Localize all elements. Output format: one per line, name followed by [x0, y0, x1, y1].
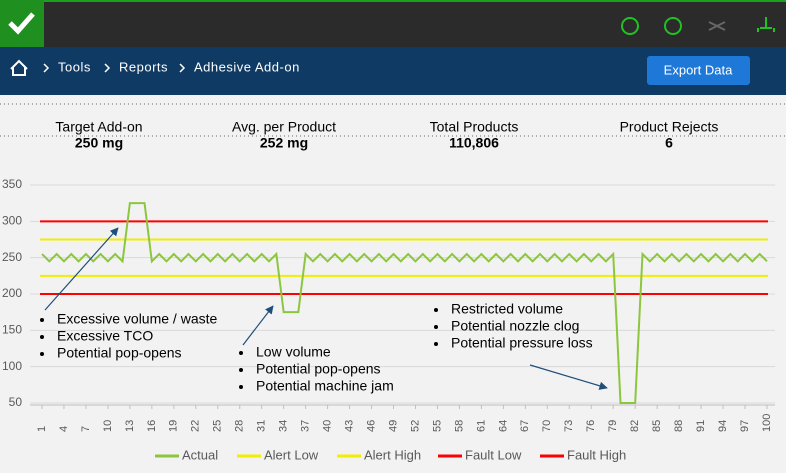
- y-tick-label: 350: [2, 177, 22, 191]
- x-tick-label: 1: [36, 426, 48, 432]
- annotation: Potential pressure loss: [451, 335, 593, 351]
- x-tick-label: 64: [497, 420, 509, 432]
- export-button-label[interactable]: Export Data: [664, 62, 733, 77]
- stat-value: 6: [665, 135, 673, 151]
- x-tick-label: 4: [58, 426, 70, 432]
- x-tick-label: 13: [124, 420, 136, 432]
- export-button[interactable]: [647, 56, 750, 85]
- bullet: [239, 385, 243, 389]
- x-tick-label: 58: [453, 420, 465, 432]
- x-tick-label: 34: [278, 420, 290, 432]
- legend-label: Alert High: [364, 447, 421, 462]
- arrow: [44, 227, 119, 311]
- annotation: Excessive TCO: [57, 328, 153, 344]
- stats: Target Add-on 250 mg Avg. per Product 25…: [55, 119, 718, 151]
- icon-network[interactable]: [757, 17, 775, 32]
- bullet: [434, 308, 438, 312]
- arrow: [529, 364, 608, 390]
- x-tick-label: 52: [409, 420, 421, 432]
- legend-label: Actual: [182, 447, 218, 462]
- x-tick-label: 73: [563, 420, 575, 432]
- x-tick-label: 85: [651, 420, 663, 432]
- breadcrumb-current: Adhesive Add-on: [194, 59, 300, 74]
- stat-label: Total Products: [430, 119, 519, 135]
- bullet: [434, 325, 438, 329]
- bullet: [434, 342, 438, 346]
- chevron: [43, 63, 50, 73]
- x-tick-label: 61: [475, 420, 487, 432]
- annotation: Potential machine jam: [256, 378, 394, 394]
- stat-label: Target Add-on: [55, 119, 142, 135]
- x-tick-label: 19: [168, 420, 180, 432]
- top-border: [0, 0, 786, 2]
- x-tick-label: 82: [629, 420, 641, 432]
- bullet: [239, 368, 243, 372]
- stat-label: Avg. per Product: [232, 119, 336, 135]
- bullet: [40, 352, 44, 356]
- chevron: [104, 63, 111, 73]
- legend-label: Fault Low: [465, 447, 522, 462]
- data-line: [41, 202, 768, 404]
- x-tick-label: 55: [431, 420, 443, 432]
- x-tick-label: 76: [585, 420, 597, 432]
- bullet: [40, 335, 44, 339]
- x-tick-label: 46: [365, 420, 377, 432]
- y-tick-label: 250: [2, 250, 22, 264]
- annotation: Excessive volume / waste: [57, 311, 217, 327]
- y-tick-label: 150: [2, 323, 22, 337]
- stat-value: 110,806: [449, 135, 499, 151]
- y-tick-label: 200: [2, 286, 22, 300]
- x-tick-label: 22: [190, 420, 202, 432]
- stat-value: 250 mg: [75, 135, 123, 151]
- x-tick-label: 70: [541, 420, 553, 432]
- x-tick-label: 31: [256, 420, 268, 432]
- x-tick-label: 37: [300, 420, 312, 432]
- y-tick-label: 300: [2, 214, 22, 228]
- x-tick-label: 94: [717, 420, 729, 432]
- x-tick-label: 79: [607, 420, 619, 432]
- x-tick-label: 67: [519, 420, 531, 432]
- x-tick-label: 7: [80, 426, 92, 432]
- annotation: Restricted volume: [451, 301, 563, 317]
- x-tick-label: 97: [739, 420, 751, 432]
- x-tick-label: 10: [102, 420, 114, 432]
- x-tick-label: 91: [695, 420, 707, 432]
- y-tick-label: 50: [9, 395, 23, 409]
- legend-label: Alert Low: [264, 447, 319, 462]
- x-tick-label: 16: [146, 420, 158, 432]
- x-tick-label: 25: [212, 420, 224, 432]
- icon-heater[interactable]: [664, 17, 682, 35]
- icon-disabled[interactable]: [708, 21, 726, 31]
- annotation: Potential nozzle clog: [451, 318, 579, 334]
- x-tick-label: 49: [387, 420, 399, 432]
- breadcrumb-link[interactable]: Reports: [119, 59, 168, 74]
- top-bar: [0, 0, 786, 47]
- annotation: Low volume: [256, 344, 331, 360]
- y-tick-label: 100: [2, 359, 22, 373]
- breadcrumb-link[interactable]: Tools: [58, 59, 91, 74]
- stat-value: 252 mg: [260, 135, 308, 151]
- annotation: Potential pop-opens: [256, 361, 381, 377]
- bullet: [40, 318, 44, 322]
- chart: 50 100 150 200 250 300 350 1 4 7 10 13 16 19 22 25 28 31 3…: [2, 177, 775, 462]
- x-tick-label: 40: [322, 420, 334, 432]
- x-tick-label: 100: [761, 414, 773, 432]
- annotation: Potential pop-opens: [57, 345, 182, 361]
- arrow: [242, 305, 274, 346]
- legend-label: Fault High: [567, 447, 626, 462]
- stat-label: Product Rejects: [620, 119, 719, 135]
- bullet: [239, 351, 243, 355]
- x-tick-label: 28: [234, 420, 246, 432]
- home-icon[interactable]: [10, 59, 28, 76]
- x-tick-label: 88: [673, 420, 685, 432]
- check-icon: [8, 12, 35, 35]
- chevron: [179, 63, 186, 73]
- icon-status[interactable]: [621, 17, 639, 35]
- x-tick-label: 43: [343, 420, 355, 432]
